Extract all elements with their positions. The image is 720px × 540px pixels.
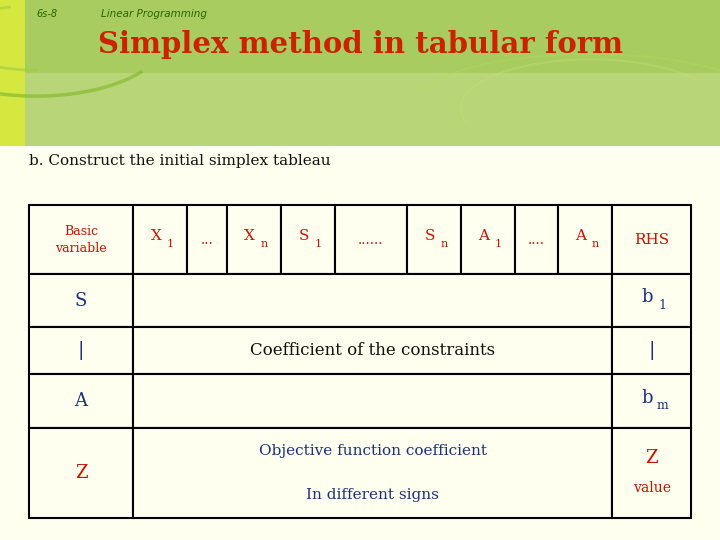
Text: value: value — [633, 481, 670, 495]
Bar — [612, 205, 691, 274]
Bar — [281, 205, 335, 274]
Bar — [515, 205, 558, 274]
Text: n: n — [261, 239, 268, 249]
Text: b. Construct the initial simplex tableau: b. Construct the initial simplex tableau — [29, 154, 330, 168]
FancyBboxPatch shape — [0, 73, 720, 146]
Text: Coefficient of the constraints: Coefficient of the constraints — [250, 342, 495, 359]
Bar — [133, 374, 612, 428]
Text: RHS: RHS — [634, 233, 669, 247]
Text: Linear Programming: Linear Programming — [101, 9, 207, 19]
Text: ......: ...... — [358, 233, 384, 247]
Bar — [133, 205, 187, 274]
Bar — [407, 205, 461, 274]
Bar — [335, 205, 407, 274]
Text: S: S — [75, 292, 87, 310]
Text: 1: 1 — [315, 239, 322, 249]
FancyBboxPatch shape — [0, 0, 25, 146]
Text: Objective function coefficient: Objective function coefficient — [258, 444, 487, 458]
Text: ...: ... — [201, 233, 213, 247]
Text: X: X — [150, 230, 161, 244]
Text: Z: Z — [75, 464, 87, 482]
Bar — [133, 428, 612, 518]
Text: Z: Z — [645, 449, 658, 467]
Text: Simplex method in tabular form: Simplex method in tabular form — [97, 30, 623, 59]
Text: ....: .... — [528, 233, 545, 247]
Bar — [29, 327, 133, 374]
Bar — [133, 274, 612, 327]
Text: S: S — [298, 230, 309, 244]
Text: b: b — [642, 389, 653, 407]
Text: n: n — [592, 239, 599, 249]
Text: 6s-8: 6s-8 — [36, 9, 57, 19]
Text: X: X — [244, 230, 255, 244]
Text: b: b — [642, 288, 653, 307]
Bar — [29, 428, 133, 518]
Text: A: A — [575, 230, 586, 244]
Bar — [187, 205, 227, 274]
Text: A: A — [478, 230, 489, 244]
Text: n: n — [441, 239, 448, 249]
Text: In different signs: In different signs — [306, 488, 439, 502]
FancyBboxPatch shape — [0, 0, 720, 146]
Bar — [29, 274, 133, 327]
Text: A: A — [74, 392, 88, 410]
Bar — [133, 327, 612, 374]
Bar — [29, 205, 133, 274]
Bar — [612, 428, 691, 518]
Text: 1: 1 — [495, 239, 502, 249]
Text: |: | — [78, 341, 84, 360]
Bar — [461, 205, 515, 274]
Text: S: S — [424, 230, 435, 244]
Text: Basic
variable: Basic variable — [55, 225, 107, 255]
Text: |: | — [648, 341, 655, 360]
Bar — [29, 374, 133, 428]
Bar — [558, 205, 612, 274]
Text: 1: 1 — [167, 239, 174, 249]
Text: 1: 1 — [658, 299, 666, 312]
Text: m: m — [656, 399, 668, 412]
Bar — [227, 205, 281, 274]
Bar — [612, 327, 691, 374]
Bar — [612, 374, 691, 428]
Bar — [612, 274, 691, 327]
